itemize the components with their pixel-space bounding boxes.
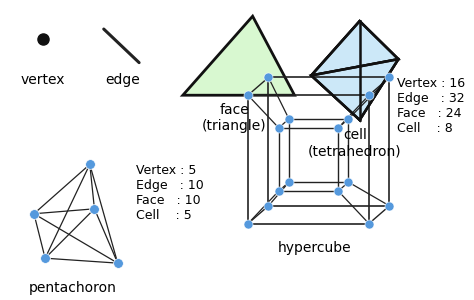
Polygon shape bbox=[360, 21, 398, 120]
Polygon shape bbox=[311, 21, 398, 76]
Text: pentachoron: pentachoron bbox=[29, 281, 117, 295]
Polygon shape bbox=[311, 59, 398, 120]
Text: cell
(tetrahedron): cell (tetrahedron) bbox=[308, 128, 402, 158]
Text: face
(triangle): face (triangle) bbox=[202, 103, 266, 133]
Polygon shape bbox=[311, 21, 360, 120]
Text: vertex: vertex bbox=[21, 73, 65, 86]
Text: hypercube: hypercube bbox=[278, 242, 351, 255]
Text: Vertex : 16
Edge   : 32
Face   : 24
Cell    : 8: Vertex : 16 Edge : 32 Face : 24 Cell : 8 bbox=[397, 77, 465, 135]
Text: edge: edge bbox=[105, 73, 140, 86]
Polygon shape bbox=[183, 16, 294, 95]
Text: Vertex : 5
Edge   : 10
Face   : 10
Cell    : 5: Vertex : 5 Edge : 10 Face : 10 Cell : 5 bbox=[137, 164, 204, 222]
